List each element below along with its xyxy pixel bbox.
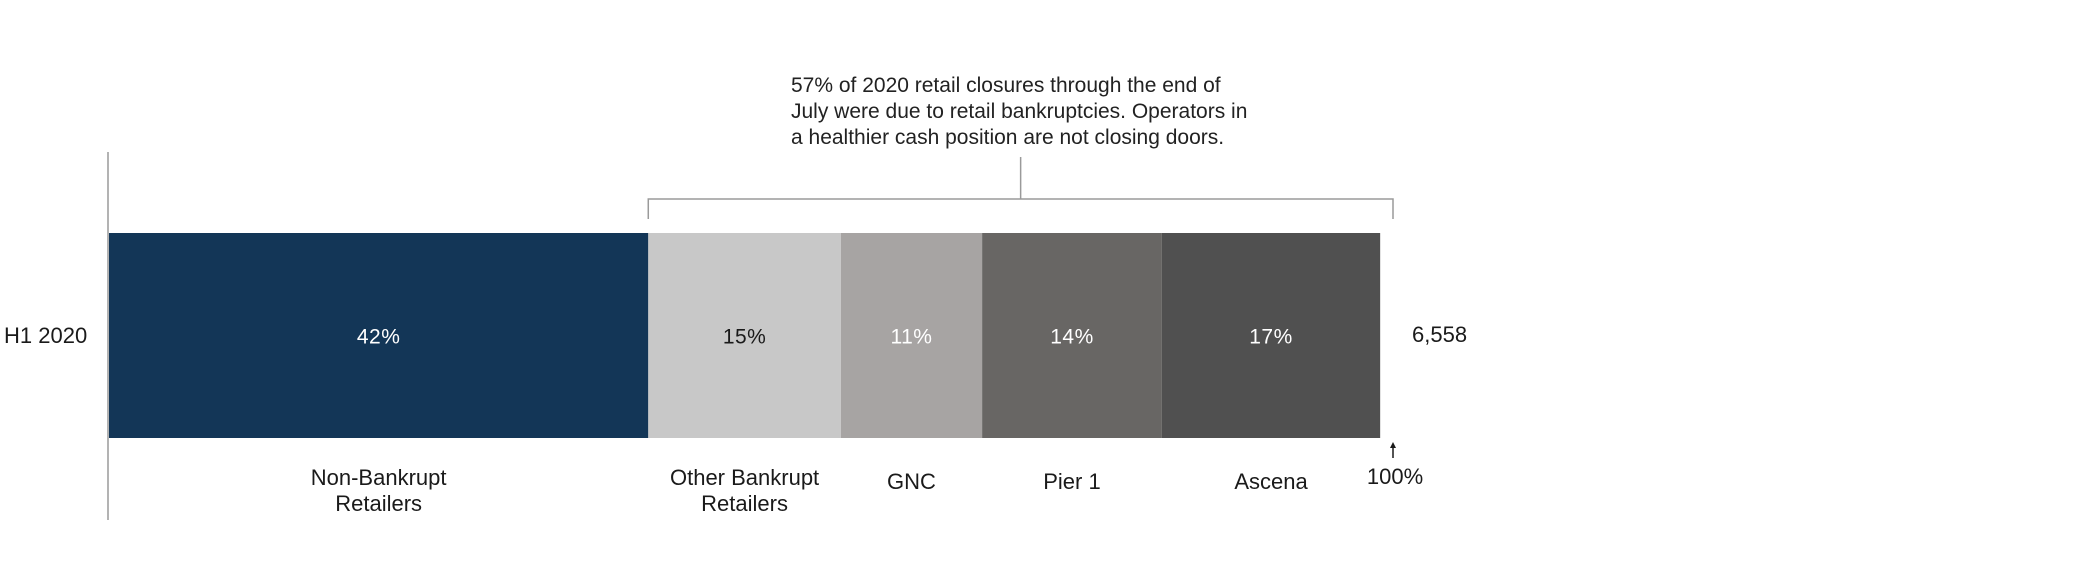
annotation-line: a healthier cash position are not closin… xyxy=(791,126,1224,149)
category-label: H1 2020 xyxy=(4,323,87,348)
series-label: Non-Bankrupt xyxy=(311,465,447,490)
segment-value-label: 17% xyxy=(1249,326,1293,349)
bar-segment xyxy=(648,233,841,438)
series-label: GNC xyxy=(887,469,936,494)
bracket-line xyxy=(647,198,1394,219)
segment-value-label: 14% xyxy=(1050,326,1094,349)
series-label: Pier 1 xyxy=(1043,469,1100,494)
bar-segment xyxy=(982,233,1162,438)
annotation-bracket xyxy=(647,157,1394,219)
end-tick-arrow xyxy=(1390,442,1396,448)
series-label: Ascena xyxy=(1234,469,1308,494)
annotation-line: 57% of 2020 retail closures through the … xyxy=(791,74,1221,97)
segment-value-label: 11% xyxy=(891,326,933,349)
annotation-text: 57% of 2020 retail closures through the … xyxy=(791,74,1247,149)
bar-segment xyxy=(109,233,649,438)
series-label: Other Bankrupt xyxy=(670,465,819,490)
segment-value-labels: 42% 15% 11% 14% 17% xyxy=(357,326,1293,349)
segment-value-label: 42% xyxy=(357,326,401,349)
bar-segment xyxy=(840,233,983,438)
bar-segment xyxy=(1161,233,1381,438)
total-label: 6,558 xyxy=(1412,322,1467,347)
end-label: 100% xyxy=(1367,464,1423,489)
annotation-line: July were due to retail bankruptcies. Op… xyxy=(791,100,1247,123)
bar-segments xyxy=(109,233,1381,438)
series-label: Retailers xyxy=(701,491,788,516)
series-label: Retailers xyxy=(335,491,422,516)
segment-value-label: 15% xyxy=(723,326,767,349)
